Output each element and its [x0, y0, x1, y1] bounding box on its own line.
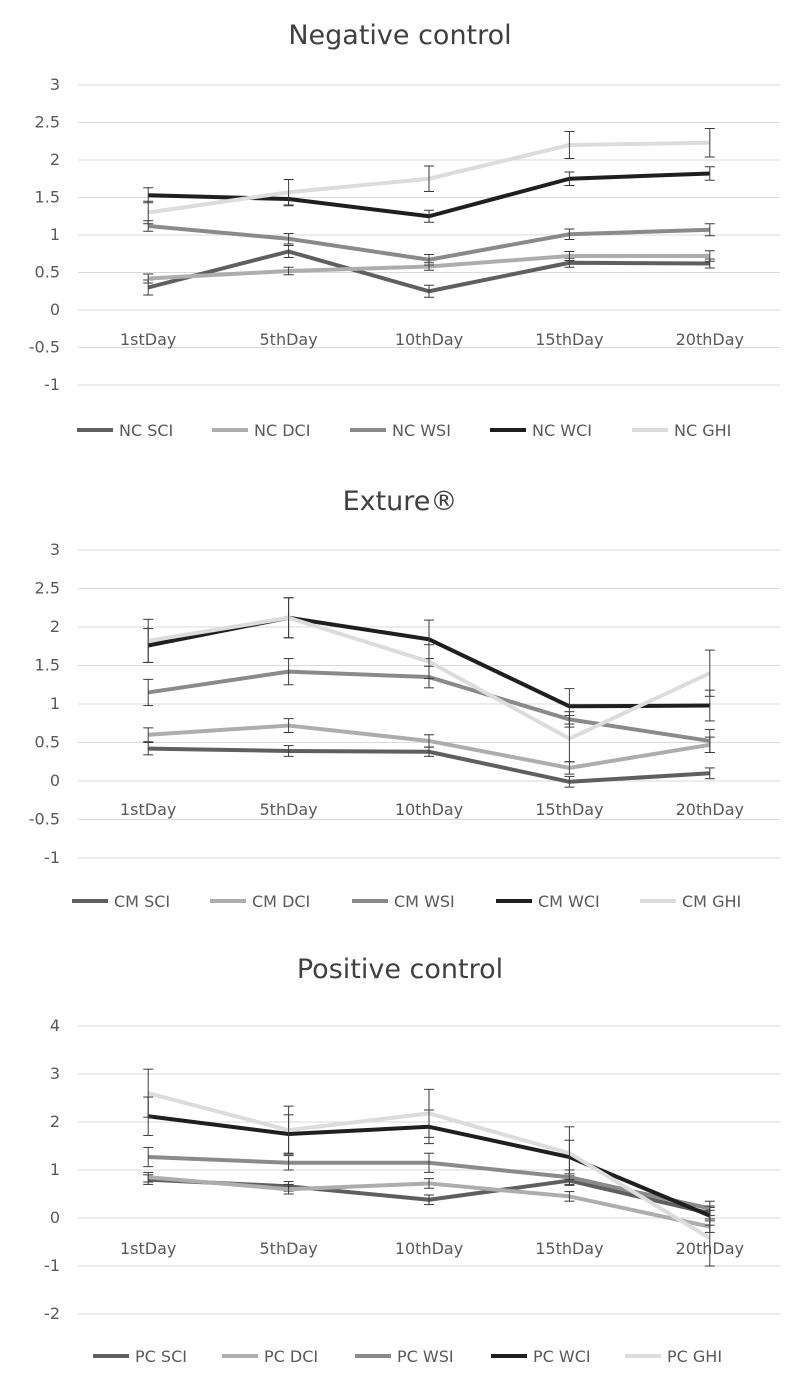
- legend-label: NC WCI: [532, 421, 592, 440]
- chart-exture: Exture® 3 2.5 2 1.5 1 0.5 0 -0.5 -1 1stDay 5thDay 10…: [0, 470, 800, 930]
- chart-positive-control: Positive control 4 3 2 1 0 -1 -2 1stDay 5thDay 10t…: [0, 940, 800, 1382]
- y-tick-label: 0: [50, 771, 60, 790]
- series-cm-sci: [143, 742, 715, 788]
- legend-label: NC GHI: [674, 421, 731, 440]
- chart-negative-control: Negative control 3 2.5 2 1.5 1 0.5 0 -0.5 -1 1stDa…: [0, 0, 800, 460]
- series-nc-dci: [143, 250, 715, 284]
- y-tick-label: 1: [50, 694, 60, 713]
- x-tick-label: 5thDay: [260, 800, 318, 819]
- legend-label: PC DCI: [264, 1347, 318, 1366]
- y-tick-label: -0.5: [29, 810, 60, 829]
- y-tick-label: 2.5: [35, 113, 60, 132]
- y-tick-label: 3: [50, 75, 60, 94]
- y-tick-label: 0: [50, 300, 60, 319]
- y-tick-label: 4: [50, 1016, 60, 1035]
- x-tick-label: 10thDay: [395, 1239, 463, 1258]
- chart-svg-positive-control: Positive control 4 3 2 1 0 -1 -2 1stDay 5thDay 10t…: [44, 954, 780, 1366]
- x-tick-label: 5thDay: [260, 330, 318, 349]
- chart-title: Negative control: [288, 20, 511, 51]
- series-cm-ghi: [143, 597, 715, 763]
- legend-label: CM DCI: [252, 892, 310, 911]
- x-tick-label: 10thDay: [395, 330, 463, 349]
- x-tick-label: 1stDay: [120, 1239, 176, 1258]
- x-tick-label: 20thDay: [676, 800, 744, 819]
- series-nc-ghi: [143, 128, 715, 225]
- y-tick-label: 2: [50, 150, 60, 169]
- series-pc-ghi: [143, 1068, 715, 1267]
- chart-title: Exture®: [343, 486, 458, 517]
- legend-label: PC GHI: [667, 1347, 722, 1366]
- y-tick-label: -2: [44, 1304, 60, 1323]
- legend-label: CM WCI: [538, 892, 600, 911]
- y-tick-label: -1: [44, 375, 60, 394]
- y-tick-label: 3: [50, 540, 60, 559]
- y-tick-label: -1: [44, 848, 60, 867]
- x-tick-label: 15thDay: [535, 330, 603, 349]
- y-tick-label: 0.5: [35, 733, 60, 752]
- y-tick-label: 3: [50, 1064, 60, 1083]
- y-tick-label: 2: [50, 1112, 60, 1131]
- legend-label: CM WSI: [394, 892, 455, 911]
- y-tick-label: 1.5: [35, 188, 60, 207]
- chart-svg-negative-control: Negative control 3 2.5 2 1.5 1 0.5 0 -0.5 -1 1stDa…: [29, 20, 780, 440]
- series-nc-wsi: [143, 220, 715, 266]
- legend-label: CM GHI: [682, 892, 741, 911]
- y-tick-label: 0.5: [35, 263, 60, 282]
- x-tick-label: 15thDay: [535, 1239, 603, 1258]
- x-tick-label: 20thDay: [676, 330, 744, 349]
- x-tick-label: 5thDay: [260, 1239, 318, 1258]
- y-tick-label: -0.5: [29, 338, 60, 357]
- legend-label: NC WSI: [392, 421, 451, 440]
- y-tick-label: 2.5: [35, 579, 60, 598]
- y-tick-label: 2: [50, 617, 60, 636]
- chart-title: Positive control: [297, 954, 503, 985]
- y-tick-label: -1: [44, 1256, 60, 1275]
- y-tick-label: 1.5: [35, 656, 60, 675]
- chart-svg-exture: Exture® 3 2.5 2 1.5 1 0.5 0 -0.5 -1 1stDay 5thDay 10…: [29, 486, 780, 911]
- legend-label: PC WCI: [533, 1347, 591, 1366]
- y-tick-label: 0: [50, 1208, 60, 1227]
- legend-label: PC WSI: [397, 1347, 454, 1366]
- legend-label: NC SCI: [119, 421, 173, 440]
- legend-label: NC DCI: [254, 421, 310, 440]
- x-tick-label: 1stDay: [120, 330, 176, 349]
- legend-label: CM SCI: [114, 892, 170, 911]
- x-tick-label: 10thDay: [395, 800, 463, 819]
- series-nc-sci: [143, 245, 715, 298]
- legend-label: PC SCI: [135, 1347, 187, 1366]
- x-tick-label: 1stDay: [120, 800, 176, 819]
- x-tick-label: 15thDay: [535, 800, 603, 819]
- y-tick-label: 1: [50, 1160, 60, 1179]
- y-tick-label: 1: [50, 225, 60, 244]
